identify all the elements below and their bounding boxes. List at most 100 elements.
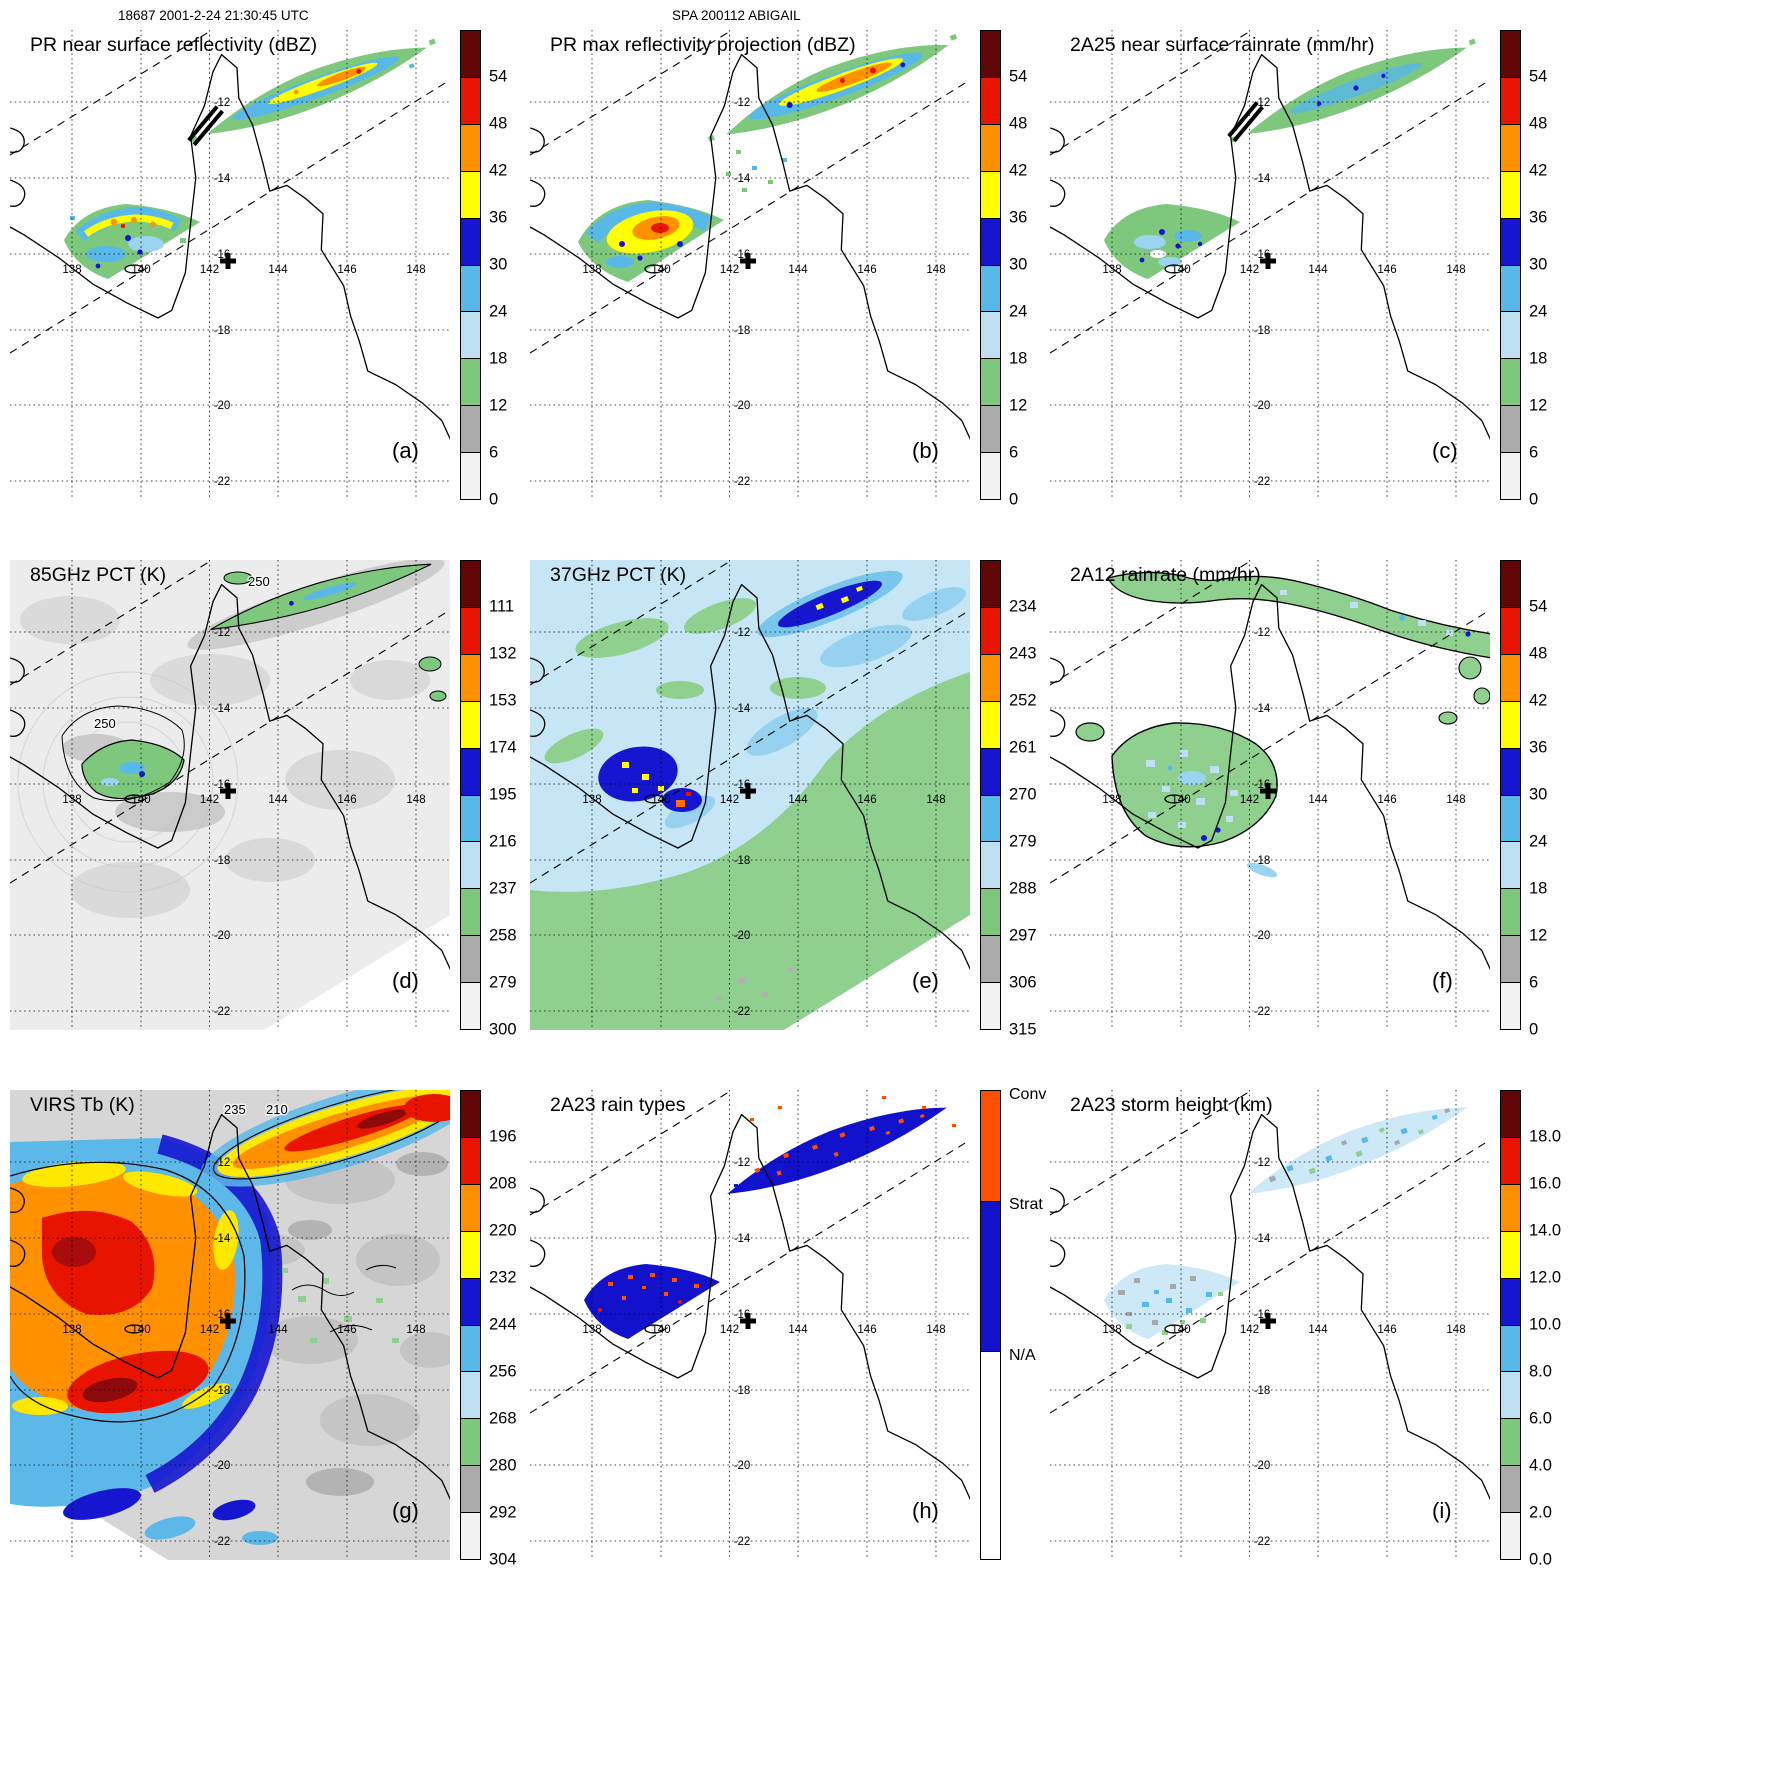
colorbar-segment — [461, 1136, 480, 1184]
colorbar-tick-label: 279 — [489, 973, 517, 992]
longitude-label: 140 — [651, 264, 670, 276]
colorbar-segment — [1501, 1136, 1520, 1184]
longitude-label: 146 — [337, 794, 356, 806]
cooler-patches — [664, 587, 966, 829]
colorbar-segment — [1501, 561, 1520, 607]
panel-title: PR max reflectivity projection (dBZ) — [550, 34, 856, 56]
colorbar-tick-label: 252 — [1009, 691, 1037, 710]
colorbar-tick-label: 30 — [1009, 255, 1028, 274]
panel-letter: (i) — [1432, 1498, 1452, 1523]
raintype-ne-band — [727, 1107, 947, 1194]
colorbar-d: 111 132 153 174 195 216 237 258 279 300 — [460, 560, 572, 1039]
panel-letter: (g) — [392, 1498, 419, 1523]
longitude-label: 138 — [1102, 264, 1121, 276]
stormheight-ne-band — [1247, 1107, 1467, 1194]
colorbar-segment — [1501, 935, 1520, 983]
latitude-label: -18 — [1254, 325, 1271, 337]
deep-ice-ne — [757, 570, 903, 638]
colorbar-segment — [1501, 1324, 1520, 1372]
colorbar-tick-label: 42 — [1009, 161, 1028, 180]
latitude-label: -18 — [214, 1385, 231, 1397]
panel-title: 2A23 rain types — [550, 1094, 686, 1116]
latitude-label: -18 — [734, 1385, 751, 1397]
longitude-label: 138 — [582, 794, 601, 806]
panel-letter: (a) — [392, 438, 419, 463]
colorbar-tick-label: 48 — [1529, 114, 1548, 133]
colorbar-segment — [461, 123, 480, 171]
longitude-label: 148 — [1446, 264, 1465, 276]
colorbar-segment — [461, 1277, 480, 1325]
colorbar-tick-label: 174 — [489, 738, 517, 757]
panel-i: 138 140 142 144 146 148 -12 -14 -16 -18 -20 -22 2A2… — [1050, 1090, 1615, 1569]
latitude-label: -22 — [214, 1006, 231, 1018]
colorbar-tick-label: 0 — [489, 490, 499, 509]
colorbar-segment — [981, 1350, 1000, 1559]
colorbar-tick-label: 12 — [1009, 396, 1028, 415]
colorbar-segment — [981, 561, 1000, 607]
longitude-label: 144 — [1308, 264, 1328, 276]
colorbar-segment — [981, 653, 1000, 701]
colorbar-tick-label: 18 — [489, 349, 508, 368]
colorbar-tick-label: 12 — [1529, 396, 1548, 415]
green-speckle-contours — [282, 1264, 399, 1343]
colorbar-bar — [460, 560, 481, 1030]
colorbar-segment — [981, 405, 1000, 453]
latitude-label: -12 — [1254, 1157, 1271, 1169]
colorbar-segment — [461, 561, 480, 607]
colorbar-tick-label: 16.0 — [1529, 1174, 1562, 1193]
latitude-label: -22 — [734, 476, 751, 488]
colorbar-segment — [981, 123, 1000, 171]
colorbar-segment — [1501, 888, 1520, 936]
latitude-label: -20 — [734, 1460, 751, 1472]
ne-band-contour — [212, 1090, 450, 1180]
colorbar-segment — [981, 1091, 1000, 1201]
latitude-label: -14 — [734, 703, 751, 715]
map-d: 250 250 138 140 142 144 146 148-12-14-16-18-2… — [10, 560, 450, 1030]
colorbar-tick-label: 12 — [1529, 926, 1548, 945]
colorbar-tick-label: 2.0 — [1529, 1503, 1552, 1522]
colorbar-tick-label: 4.0 — [1529, 1456, 1552, 1475]
colorbar-i: 18.0 16.0 14.0 12.0 10.0 8.0 6.0 4.0 2.0 0.0 — [1500, 1090, 1612, 1569]
colorbar-tick-label: 216 — [489, 832, 517, 851]
colorbar-tick-label: 42 — [489, 161, 508, 180]
colorbar-tick-label: 300 — [489, 1020, 517, 1039]
longitude-label: 148 — [926, 264, 945, 276]
latitude-label: -20 — [214, 930, 231, 942]
colorbar-segment — [1501, 1277, 1520, 1325]
colorbar-tick-label: 24 — [1529, 302, 1548, 321]
panel-d: 250 250 138 140 142 144 146 148 -12 -14 -16 -18 -2… — [10, 560, 575, 1039]
colorbar-segment — [1501, 1465, 1520, 1513]
longitude-label: 140 — [131, 1324, 150, 1336]
colorbar-tick-label: 153 — [489, 691, 517, 710]
colorbar-tick-labels: 234 243 252 261 270 279 288 297 306 315 — [1009, 560, 1091, 1039]
colorbar-segment — [1501, 76, 1520, 124]
latitude-label: -22 — [734, 1006, 751, 1018]
colorbar-tick-label: 24 — [1529, 832, 1548, 851]
contour-250-loop — [61, 705, 185, 802]
colorbar-tick-label: 10.0 — [1529, 1315, 1562, 1334]
colorbar-segment — [1501, 217, 1520, 265]
raintype-gulf — [584, 1264, 720, 1339]
colorbar-e: 234 243 252 261 270 279 288 297 306 315 — [980, 560, 1092, 1039]
pr-ns-ne-band — [190, 38, 436, 143]
map-h: 138 140 142 144 146 148-12-14-16-18-20-22 — [530, 1090, 970, 1560]
longitude-label: 148 — [406, 794, 425, 806]
colorbar-tick-label: 256 — [489, 1362, 517, 1381]
colorbar-tick-label: 270 — [1009, 785, 1037, 804]
colorbar-tick-label: 258 — [489, 926, 517, 945]
longitude-label: 138 — [1102, 1324, 1121, 1336]
cold-contour — [10, 1161, 246, 1423]
latitude-label: -14 — [214, 1233, 231, 1245]
colorbar-segment — [1501, 606, 1520, 654]
panel-e: 138 140 142 144 146 148 -12 -14 -16 -18 -20 -22 37G… — [530, 560, 1095, 1039]
colorbar-segment — [981, 794, 1000, 842]
colorbar-tick-labels: 111 132 153 174 195 216 237 258 279 300 — [489, 560, 571, 1039]
colorbar-segment — [981, 747, 1000, 795]
panel-h: 138 140 142 144 146 148 -12 -14 -16 -18 -20 -22 2A2… — [530, 1086, 1095, 1568]
tmi-rain-cells-east — [1438, 656, 1490, 725]
longitude-label: 148 — [1446, 794, 1465, 806]
latitude-label: -20 — [1254, 400, 1271, 412]
colorbar-tick-label: 36 — [1529, 738, 1548, 757]
deep-ice-gulf — [598, 746, 702, 812]
colorbar-category-labels: Conv Strat N/A — [1009, 1086, 1091, 1560]
